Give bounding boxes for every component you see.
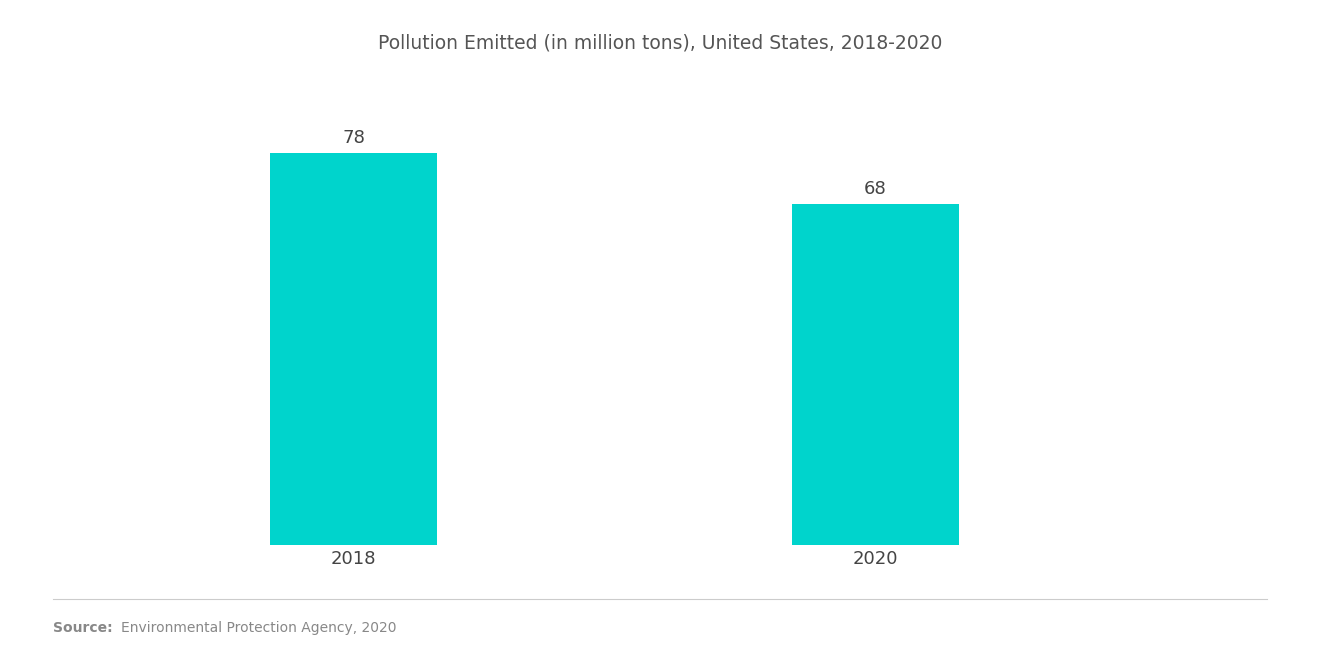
Text: Pollution Emitted (in million tons), United States, 2018-2020: Pollution Emitted (in million tons), Uni…: [378, 33, 942, 53]
Text: 68: 68: [865, 180, 887, 198]
Text: Environmental Protection Agency, 2020: Environmental Protection Agency, 2020: [121, 621, 397, 635]
Text: Source:: Source:: [53, 621, 112, 635]
Bar: [792, 203, 960, 545]
Bar: [269, 154, 437, 545]
Text: 78: 78: [342, 130, 364, 148]
